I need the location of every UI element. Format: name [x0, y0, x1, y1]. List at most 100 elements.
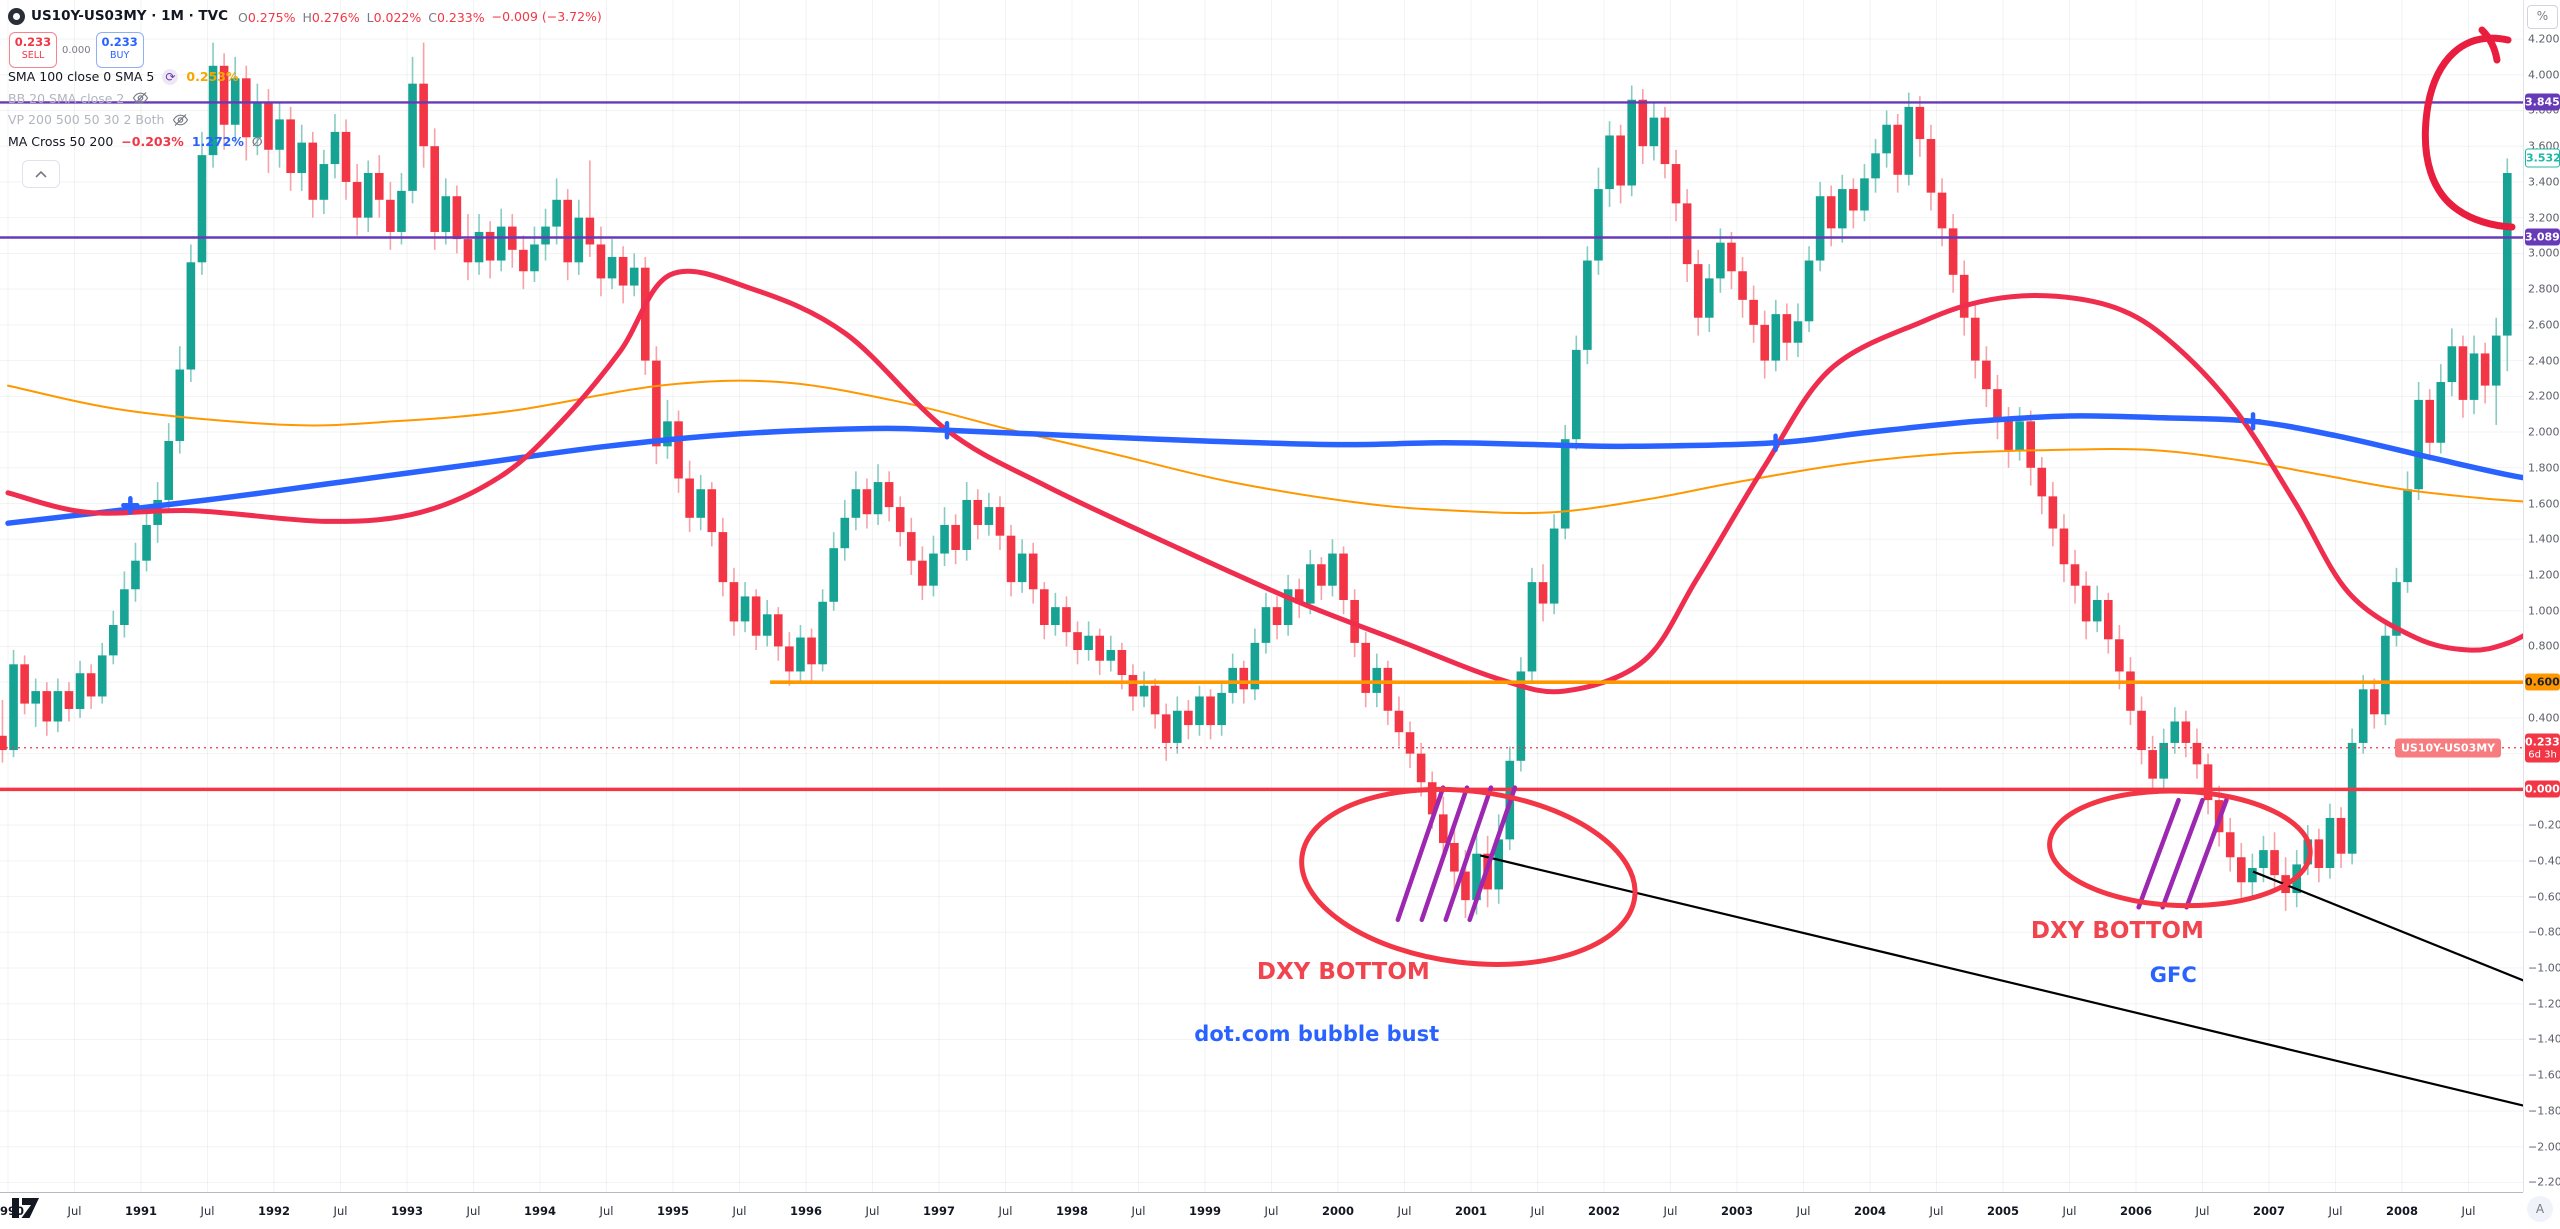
- gfc-circle[interactable]: [2047, 787, 2313, 910]
- bb-indicator[interactable]: BB 20 SMA close 2: [8, 88, 263, 110]
- hatch-dotcom[interactable]: [1443, 785, 1494, 923]
- candle-body: [2004, 421, 2013, 450]
- candle-body: [2259, 850, 2268, 868]
- hatch-gfc[interactable]: [2184, 797, 2229, 910]
- dotcom-circle[interactable]: [1292, 771, 1646, 982]
- candle-body: [1594, 189, 1603, 261]
- candle-body: [1738, 271, 1747, 300]
- time-axis[interactable]: 1990Jul1991Jul1992Jul1993Jul1994Jul1995J…: [0, 1192, 2523, 1229]
- candle-body: [973, 499, 983, 525]
- hatch-dotcom[interactable]: [1467, 785, 1518, 923]
- candle-body: [1039, 589, 1049, 626]
- candle-body: [264, 101, 273, 150]
- candle-body: [2015, 421, 2024, 450]
- time-tick-label: Jul: [2461, 1204, 2476, 1218]
- candle-body: [652, 360, 661, 447]
- sma-indicator[interactable]: SMA 100 close 0 SMA 5 ⟳ 0.253%: [8, 66, 263, 88]
- candle-body: [2491, 335, 2501, 386]
- time-tick-label: 1994: [523, 1204, 557, 1218]
- candle-body: [1882, 124, 1891, 154]
- ma-cross-marker: [1766, 433, 1785, 453]
- dxy-bottom-2-label[interactable]: DXY BOTTOM: [2030, 917, 2204, 944]
- candle-body: [1117, 650, 1127, 676]
- red-arrow[interactable]: [2421, 34, 2516, 231]
- candle-body: [740, 596, 750, 622]
- candle-body: [2103, 599, 2113, 640]
- dotcom-label[interactable]: dot.com bubble bust: [1194, 1022, 1440, 1047]
- candle-body: [2148, 750, 2157, 779]
- sell-button[interactable]: 0.233 SELL: [9, 32, 57, 68]
- percent-scale-button[interactable]: %: [2527, 5, 2558, 29]
- candle-body: [297, 142, 307, 173]
- price-tick-label: 1.000%: [2528, 604, 2560, 618]
- candle-body: [2236, 857, 2246, 883]
- trendline-dotcom[interactable]: [1480, 854, 2523, 1110]
- candle-body: [1605, 135, 1614, 190]
- candle-body: [330, 131, 340, 165]
- candle-body: [75, 673, 85, 709]
- candle-body: [1161, 714, 1171, 743]
- gfc-label[interactable]: GFC: [2149, 963, 2197, 988]
- time-tick-label: 1993: [390, 1204, 424, 1218]
- hatch-dotcom[interactable]: [1419, 785, 1470, 923]
- tradingview-logo[interactable]: [12, 1196, 46, 1220]
- price-tick-label: −1.400%: [2528, 1032, 2560, 1046]
- candle-body: [1051, 607, 1060, 626]
- ma-cross-indicator[interactable]: MA Cross 50 200 −0.203% 1.272% ∅: [8, 131, 263, 153]
- candle-body: [53, 691, 63, 722]
- dxy-bottom-1-label[interactable]: DXY BOTTOM: [1256, 958, 1430, 985]
- refresh-icon[interactable]: ⟳: [162, 68, 179, 85]
- symbol-title[interactable]: US10Y-US03MY · 1M · TVC: [31, 8, 228, 24]
- candle-body: [951, 524, 960, 550]
- symbol-price-line-label: US10Y-US03MY: [2395, 738, 2502, 758]
- price-tick-label: −1.800%: [2528, 1104, 2560, 1118]
- candle-body: [884, 482, 894, 508]
- time-tick-label: Jul: [1131, 1204, 1146, 1218]
- candle-body: [1361, 642, 1371, 693]
- candle-body: [1771, 314, 1781, 361]
- candle-body: [131, 560, 140, 590]
- indicator-title: VP 200 500 50 30 2 Both: [8, 112, 165, 128]
- candle-body: [1549, 528, 1559, 604]
- vp-indicator[interactable]: VP 200 500 50 30 2 Both: [8, 109, 263, 131]
- candle-body: [1095, 635, 1105, 661]
- candle-body: [2070, 564, 2080, 586]
- trendline-gfc[interactable]: [2252, 870, 2523, 990]
- indicator-title: MA Cross 50 200: [8, 133, 114, 149]
- hatch-gfc[interactable]: [2160, 797, 2205, 910]
- candle-body: [1150, 685, 1160, 715]
- hatch-gfc[interactable]: [2136, 797, 2181, 910]
- auto-scale-button[interactable]: A: [2527, 1196, 2553, 1222]
- price-axis[interactable]: 4.200%4.000%3.800%3.600%3.400%3.200%3.00…: [2523, 0, 2560, 1192]
- price-tick-label: 1.800%: [2528, 461, 2560, 475]
- time-tick-label: 2004: [1853, 1204, 1887, 1218]
- symbol-row[interactable]: US10Y-US03MY · 1M · TVC O0.275% H0.276% L0…: [8, 4, 602, 28]
- candle-body: [1704, 278, 1714, 318]
- chevron-up-icon: [35, 170, 47, 178]
- candle-body: [1394, 710, 1404, 733]
- chart-plot-area[interactable]: [0, 0, 2523, 1192]
- candle-body: [640, 267, 650, 361]
- candle-body: [995, 507, 1005, 536]
- chart-legend: US10Y-US03MY · 1M · TVC O0.275% H0.276% L0…: [8, 4, 602, 28]
- collapse-legend-button[interactable]: [22, 160, 60, 188]
- buy-button[interactable]: 0.233 BUY: [95, 32, 144, 68]
- grid-lines: [0, 0, 2523, 1192]
- candle-body: [1139, 685, 1149, 697]
- price-tick-label: 1.400%: [2528, 532, 2560, 546]
- eye-off-icon[interactable]: [132, 91, 149, 105]
- candle-body: [1217, 692, 1226, 726]
- time-tick-label: 1991: [124, 1204, 158, 1218]
- candle-body: [1937, 192, 1947, 229]
- candle-body: [873, 482, 883, 515]
- time-tick-label: Jul: [2328, 1204, 2343, 1218]
- candle-body: [1571, 349, 1581, 440]
- ohlc-change: −0.009 (−3.72%): [491, 8, 602, 24]
- red-arrow[interactable]: [2478, 26, 2501, 64]
- candle-body: [1516, 671, 1526, 761]
- candle-body: [2436, 382, 2446, 443]
- ma-cross-marker: [937, 421, 957, 440]
- hatch-dotcom[interactable]: [1395, 785, 1446, 923]
- eye-off-icon[interactable]: [172, 113, 189, 127]
- candle-body: [807, 637, 816, 665]
